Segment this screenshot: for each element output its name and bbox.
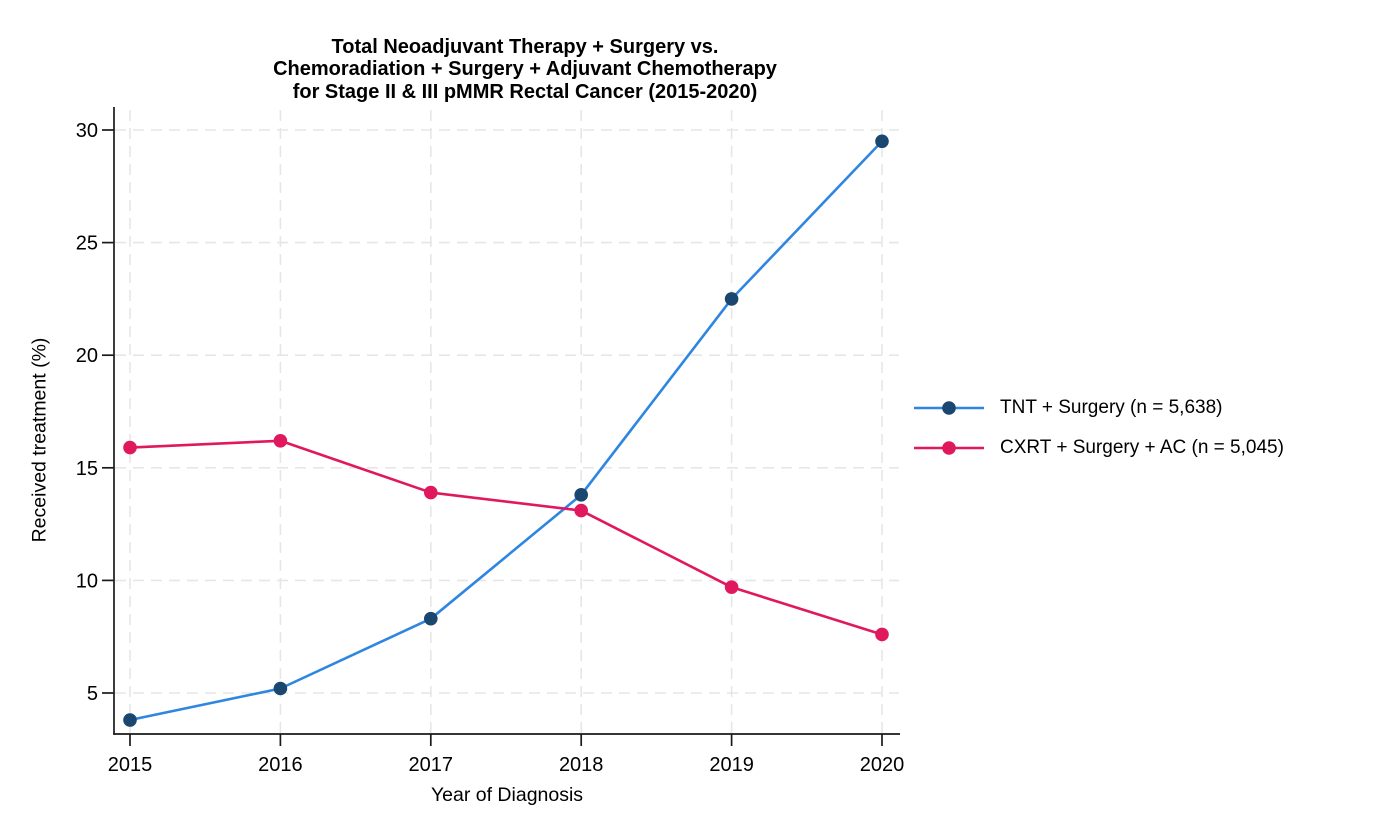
legend-item-tnt: TNT + Surgery (n = 5,638) xyxy=(913,388,1284,428)
data-point-marker xyxy=(724,580,739,594)
y-tick-label: 10 xyxy=(76,570,98,592)
data-point-marker xyxy=(123,713,137,727)
chart-title: Total Neoadjuvant Therapy + Surgery vs. … xyxy=(130,36,920,103)
legend-label-tnt: TNT + Surgery (n = 5,638) xyxy=(1000,397,1223,418)
series-markers-0 xyxy=(123,134,889,727)
chart-title-line-3: for Stage II & III pMMR Rectal Cancer (2… xyxy=(292,80,758,103)
data-point-marker xyxy=(424,611,438,626)
data-point-marker xyxy=(574,488,588,502)
y-tick-label: 30 xyxy=(76,120,98,142)
legend: TNT + Surgery (n = 5,638) CXRT + Surgery… xyxy=(913,388,1284,468)
grid-lines xyxy=(115,110,899,733)
legend-swatch-tnt-icon xyxy=(914,401,984,415)
y-tick-label: 20 xyxy=(76,345,98,367)
x-tick-label: 2020 xyxy=(860,754,905,776)
data-point-marker xyxy=(123,440,137,455)
legend-label-cxrt: CXRT + Surgery + AC (n = 5,045) xyxy=(1000,437,1284,458)
data-point-marker xyxy=(875,627,889,642)
data-point-marker xyxy=(273,433,288,448)
series-line-1 xyxy=(128,439,884,636)
x-tick-label: 2018 xyxy=(559,754,604,776)
x-axis-label: Year of Diagnosis xyxy=(430,784,584,806)
chart-title-line-2: Chemoradiation + Surgery + Adjuvant Chem… xyxy=(273,58,777,81)
y-tick-label: 25 xyxy=(76,233,98,255)
x-tick-label: 2016 xyxy=(258,754,303,776)
data-point-marker xyxy=(574,503,588,518)
x-tick-label: 2015 xyxy=(108,754,153,776)
data-point-marker xyxy=(724,292,739,306)
data-point-marker xyxy=(424,485,438,500)
tick-labels: 5 10 15 20 25 30 2015 2016 2017 2018 2019 2020 xyxy=(76,120,905,776)
axes xyxy=(102,107,900,746)
series-line-0 xyxy=(128,139,884,722)
legend-swatch-cxrt-icon xyxy=(914,441,984,455)
x-tick-label: 2019 xyxy=(709,754,754,776)
legend-item-cxrt: CXRT + Surgery + AC (n = 5,045) xyxy=(913,428,1284,468)
data-point-marker xyxy=(875,134,889,149)
data-point-marker xyxy=(273,681,288,696)
chart-title-line-1: Total Neoadjuvant Therapy + Surgery vs. xyxy=(331,36,719,58)
series-markers-1 xyxy=(123,433,889,642)
x-tick-label: 2017 xyxy=(409,754,454,776)
y-tick-label: 5 xyxy=(87,683,98,705)
y-tick-label: 15 xyxy=(76,458,98,480)
